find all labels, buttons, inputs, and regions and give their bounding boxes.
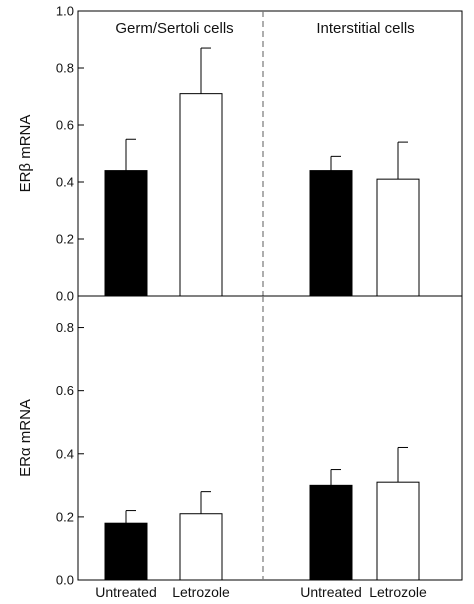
y-tick-label: 0.0 (56, 289, 74, 304)
y-tick-label: 0.2 (56, 232, 74, 247)
x-tick-label: Untreated (95, 584, 156, 600)
y-tick-label: 1.0 (56, 4, 74, 19)
bar-untreated (104, 170, 148, 297)
y-axis-label: ERβ mRNA (17, 115, 34, 193)
bar-letrozole (179, 93, 223, 297)
y-tick-label: 0.8 (56, 61, 74, 76)
bar-untreated (309, 170, 353, 297)
group-title-1: Interstitial cells (316, 20, 414, 37)
panel-frame-1 (77, 295, 463, 581)
y-tick-label: 0.0 (56, 573, 74, 588)
x-tick-label: Letrozole (369, 584, 427, 600)
bar-letrozole (376, 178, 420, 297)
y-tick-label: 0.2 (56, 509, 74, 524)
y-tick-label: 0.6 (56, 118, 74, 133)
x-tick-label: Untreated (300, 584, 361, 600)
group-title-0: Germ/Sertoli cells (115, 20, 233, 37)
bar-untreated (104, 522, 148, 581)
bar-letrozole (179, 513, 223, 581)
y-axis-label: ERα mRNA (17, 399, 34, 477)
x-tick-label: Letrozole (172, 584, 230, 600)
y-tick-label: 0.4 (56, 175, 74, 190)
y-tick-label: 0.6 (56, 383, 74, 398)
bar-untreated (309, 484, 353, 581)
y-tick-label: 0.4 (56, 446, 74, 461)
bar-letrozole (376, 481, 420, 581)
y-tick-label: 0.8 (56, 320, 74, 335)
